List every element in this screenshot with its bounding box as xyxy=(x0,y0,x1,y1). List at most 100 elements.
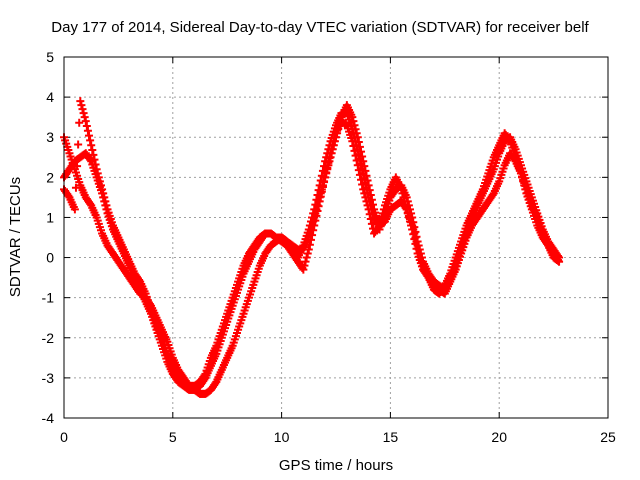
data-point xyxy=(375,221,384,230)
data-point xyxy=(135,276,144,285)
data-point xyxy=(324,158,333,167)
x-axis-label: GPS time / hours xyxy=(279,457,393,474)
data-point xyxy=(367,219,376,228)
y-tick-label: -4 xyxy=(42,410,55,426)
y-axis-label: SDTVAR / TECUs xyxy=(7,177,24,297)
data-point xyxy=(310,221,319,230)
data-point xyxy=(313,207,322,216)
data-point xyxy=(314,202,323,211)
data-point xyxy=(74,140,83,149)
data-point xyxy=(358,180,367,189)
data-point xyxy=(350,146,359,155)
data-point xyxy=(79,109,88,118)
data-point xyxy=(402,205,411,214)
data-point xyxy=(85,131,94,140)
grid xyxy=(64,57,608,418)
data-point xyxy=(378,209,387,218)
data-point xyxy=(81,117,90,126)
data-point xyxy=(409,230,418,239)
data-point xyxy=(351,151,360,160)
data-point xyxy=(312,211,321,220)
data-point xyxy=(401,201,410,210)
data-point xyxy=(363,201,372,210)
data-point xyxy=(88,146,97,155)
data-point xyxy=(360,189,369,198)
data-point xyxy=(320,178,329,187)
data-point xyxy=(362,197,371,206)
x-tick-label: 15 xyxy=(383,429,399,445)
data-point xyxy=(309,226,318,235)
data-point xyxy=(83,126,92,135)
data-point xyxy=(359,185,368,194)
data-point xyxy=(82,121,91,130)
data-point xyxy=(76,97,85,106)
data-point xyxy=(403,209,412,218)
y-tick-label: -3 xyxy=(42,370,55,386)
data-point xyxy=(376,217,385,226)
data-point xyxy=(87,141,96,150)
data-point xyxy=(321,173,330,182)
data-point xyxy=(98,185,107,194)
data-points xyxy=(60,97,564,398)
x-tick-label: 25 xyxy=(600,429,616,445)
data-point xyxy=(91,160,100,169)
data-point xyxy=(317,187,326,196)
data-point xyxy=(404,213,413,222)
data-point xyxy=(355,170,364,179)
data-point xyxy=(408,225,417,234)
data-point xyxy=(326,149,335,158)
y-tick-label: 2 xyxy=(46,169,54,185)
data-point xyxy=(504,135,513,144)
data-point xyxy=(102,201,111,210)
data-point xyxy=(64,191,73,200)
data-point xyxy=(361,193,370,202)
data-point xyxy=(99,189,108,198)
data-point xyxy=(349,142,358,151)
data-point xyxy=(93,169,102,178)
data-point xyxy=(75,118,84,127)
data-point xyxy=(400,197,409,206)
data-point xyxy=(365,210,374,219)
data-point xyxy=(410,235,419,244)
chart-title: Day 177 of 2014, Sidereal Day-to-day VTE… xyxy=(51,19,589,36)
data-point xyxy=(304,245,313,254)
data-point xyxy=(70,205,79,214)
y-tick-label: 3 xyxy=(46,129,54,145)
plot-frame xyxy=(63,56,609,419)
data-point xyxy=(86,199,95,208)
data-point xyxy=(211,379,220,388)
y-tick-label: 4 xyxy=(46,89,54,105)
data-point xyxy=(323,163,332,172)
data-point xyxy=(328,141,337,150)
data-point xyxy=(412,244,421,253)
data-point xyxy=(80,113,89,122)
data-point xyxy=(327,145,336,154)
data-point xyxy=(96,181,105,190)
x-tick-label: 5 xyxy=(169,429,177,445)
y-tick-labels: -4 -3 -2 -1 0 1 2 3 4 5 xyxy=(42,49,55,426)
data-point xyxy=(303,249,312,258)
y-tick-label: 0 xyxy=(46,250,54,266)
data-point xyxy=(397,185,406,194)
data-point xyxy=(94,173,103,182)
x-tick-label: 10 xyxy=(274,429,290,445)
data-point xyxy=(86,136,95,145)
data-point xyxy=(301,257,310,266)
data-point xyxy=(348,137,357,146)
x-tick-label: 0 xyxy=(60,429,68,445)
data-point xyxy=(308,231,317,240)
data-point xyxy=(316,192,325,201)
data-point xyxy=(330,133,339,142)
data-point xyxy=(100,193,109,202)
data-point xyxy=(374,223,383,232)
data-point xyxy=(488,190,497,199)
data-point xyxy=(377,213,386,222)
data-point xyxy=(364,205,373,214)
data-point xyxy=(299,265,308,274)
data-point xyxy=(95,177,104,186)
data-point xyxy=(302,253,311,262)
data-point xyxy=(90,155,99,164)
data-point xyxy=(555,257,564,266)
data-point xyxy=(423,272,432,281)
